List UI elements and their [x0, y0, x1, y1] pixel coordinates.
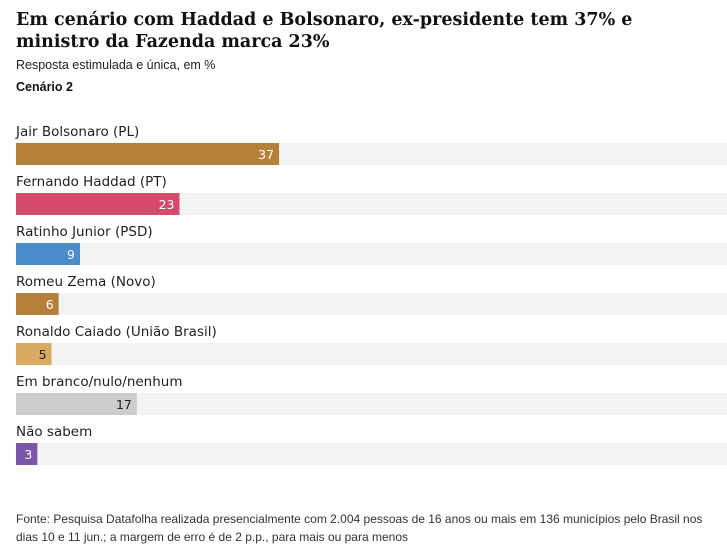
value-label: 37 — [258, 147, 274, 162]
bar-chart: Jair Bolsonaro (PL) 37 Fernando Haddad (PT… — [15, 124, 727, 465]
bar — [16, 393, 137, 415]
chart-title: Em cenário com Haddad e Bolsonaro, ex-pr… — [16, 10, 633, 52]
category-label: Não sabem — [16, 424, 92, 440]
bar-track — [16, 293, 727, 315]
category-label: Ronaldo Caiado (União Brasil) — [16, 324, 217, 340]
bar-track — [16, 243, 727, 265]
value-label: 3 — [24, 447, 32, 462]
value-label: 6 — [46, 297, 54, 312]
category-label: Em branco/nulo/nenhum — [16, 374, 183, 390]
bar-track — [16, 443, 727, 465]
category-label: Fernando Haddad (PT) — [16, 174, 167, 190]
value-label: 23 — [159, 197, 175, 212]
bar — [16, 193, 180, 215]
value-label: 5 — [39, 347, 47, 362]
source-note: Fonte: Pesquisa Datafolha realizada pres… — [16, 512, 703, 544]
bar-track — [16, 343, 727, 365]
category-label: Jair Bolsonaro (PL) — [15, 124, 139, 140]
value-label: 9 — [67, 247, 75, 262]
scenario-label: Cenário 2 — [16, 80, 73, 94]
bar — [16, 293, 59, 315]
bar-track — [16, 393, 727, 415]
value-label: 17 — [116, 397, 132, 412]
category-label: Ratinho Junior (PSD) — [16, 224, 153, 240]
bar — [16, 343, 52, 365]
chart-subtitle: Resposta estimulada e única, em % — [16, 58, 216, 72]
bar — [16, 443, 38, 465]
bar — [16, 243, 80, 265]
category-label: Romeu Zema (Novo) — [16, 274, 156, 290]
bar-track — [16, 193, 727, 215]
bar — [16, 143, 280, 165]
